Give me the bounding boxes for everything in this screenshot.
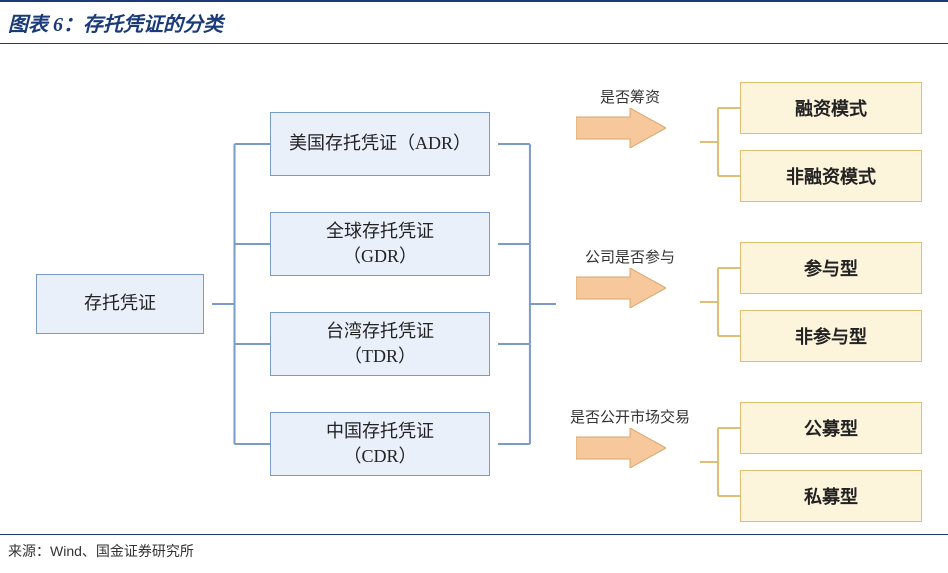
- bracket-right: [498, 112, 556, 476]
- leaf-bracket: [700, 102, 740, 182]
- leaf-label: 参与型: [804, 255, 858, 281]
- leaf-label: 非融资模式: [786, 163, 876, 189]
- leaf-label: 非参与型: [795, 323, 867, 349]
- node-cdr: 中国存托凭证 （CDR）: [270, 412, 490, 476]
- leaf-private: 私募型: [740, 470, 922, 522]
- root-node: 存托凭证: [36, 274, 204, 334]
- node-line2: （GDR）: [343, 244, 417, 269]
- leaf-label: 融资模式: [795, 95, 867, 121]
- node-gdr: 全球存托凭证 （GDR）: [270, 212, 490, 276]
- criteria-participation: 公司是否参与: [560, 246, 700, 267]
- root-label: 存托凭证: [84, 291, 156, 316]
- leaf-bracket: [700, 422, 740, 502]
- arrow-icon: [576, 268, 666, 308]
- criteria-financing: 是否筹资: [560, 86, 700, 107]
- leaf-nonfinancing: 非融资模式: [740, 150, 922, 202]
- leaf-public: 公募型: [740, 402, 922, 454]
- arrow-icon: [576, 428, 666, 468]
- node-line2: （CDR）: [343, 444, 416, 469]
- criteria-public-trade: 是否公开市场交易: [560, 406, 700, 427]
- node-line1: 台湾存托凭证: [326, 319, 434, 344]
- source-footer: 来源：Wind、国金证券研究所: [0, 534, 948, 567]
- leaf-label: 私募型: [804, 483, 858, 509]
- node-line1: 全球存托凭证: [326, 219, 434, 244]
- node-line1: 美国存托凭证（ADR）: [289, 131, 471, 156]
- node-line1: 中国存托凭证: [326, 419, 434, 444]
- leaf-label: 公募型: [804, 415, 858, 441]
- arrow-icon: [576, 108, 666, 148]
- diagram-area: 存托凭证 美国存托凭证（ADR） 全球存托凭证 （GDR） 台湾存托凭证 （TD…: [0, 44, 948, 534]
- node-adr: 美国存托凭证（ADR）: [270, 112, 490, 176]
- leaf-bracket: [700, 262, 740, 342]
- node-tdr: 台湾存托凭证 （TDR）: [270, 312, 490, 376]
- node-line2: （TDR）: [344, 344, 416, 369]
- leaf-nonparticipating: 非参与型: [740, 310, 922, 362]
- bracket-left: [212, 112, 270, 476]
- leaf-participating: 参与型: [740, 242, 922, 294]
- chart-title: 图表 6：存托凭证的分类: [0, 0, 948, 44]
- leaf-financing: 融资模式: [740, 82, 922, 134]
